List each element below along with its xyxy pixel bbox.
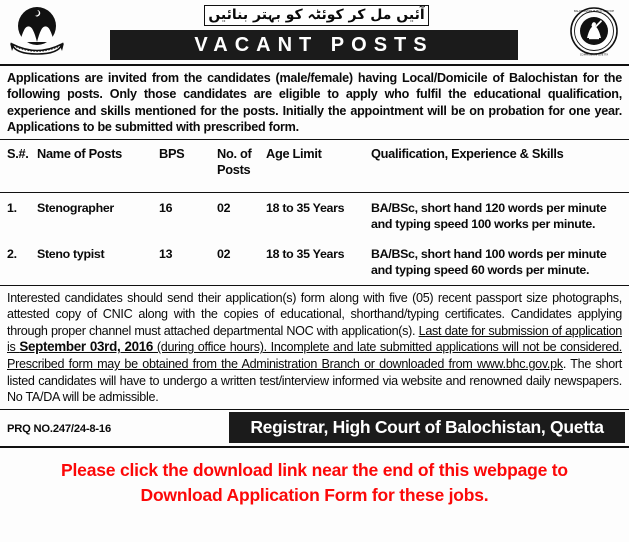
vacant-posts-table: S.#. Name of Posts BPS No. of Posts Age … (0, 140, 629, 286)
cell-age-limit: 18 to 35 Years (266, 200, 345, 215)
column-header-bps: BPS (159, 145, 185, 161)
cell-qualification: BA/BSc, short hand 100 words per minute … (371, 246, 607, 277)
registrar-banner: Registrar, High Court of Balochistan, Qu… (229, 411, 625, 443)
details-text-end: . The short listed candidates will have … (7, 357, 623, 405)
balochistan-public-service-seal-icon: BALOCHISTAN PUBLIC SERVICE COMMISSION QU… (565, 4, 623, 60)
cell-bps: 16 (159, 200, 173, 215)
cell-post-name: Steno typist (37, 246, 105, 261)
cell-no-of-posts: 02 (217, 246, 231, 261)
download-instruction-note: Please click the download link near the … (0, 448, 629, 508)
cell-post-name: Stenographer (37, 200, 114, 215)
intro-text: Applications are invited from the candid… (7, 71, 622, 135)
column-header-name-of-posts: Name of Posts (37, 145, 122, 161)
table-header: S.#. Name of Posts BPS No. of Posts Age … (0, 140, 629, 193)
column-header-no-of-posts: No. of Posts (217, 145, 252, 177)
svg-text:COMMISSION QUETTA: COMMISSION QUETTA (580, 53, 608, 57)
table-row: 2. Steno typist 13 02 18 to 35 Years BA/… (0, 239, 629, 286)
column-header-qualification: Qualification, Experience & Skills (371, 145, 564, 161)
vacant-posts-banner: VACANT POSTS (110, 30, 518, 60)
cell-no-of-posts: 02 (217, 200, 231, 215)
urdu-slogan-box: آئیں مل کر کوئٹہ کو بہتر بنائیں (204, 5, 429, 26)
download-note-line-2: Download Application Form for these jobs… (140, 484, 489, 505)
download-note-line-1: Please click the download link near the … (61, 459, 568, 480)
urdu-slogan-text: آئیں مل کر کوئٹہ کو بہتر بنائیں (208, 7, 425, 23)
column-header-age-limit: Age Limit (266, 145, 322, 161)
cell-serial: 1. (7, 200, 17, 215)
balochistan-government-crest-icon (6, 2, 68, 62)
details-underline-lead: Last date for submission of application … (7, 323, 622, 355)
prq-number: PRQ NO.247/24-8-16 (7, 422, 111, 435)
table-body: 1. Stenographer 16 02 18 to 35 Years BA/… (0, 192, 629, 286)
signature-row: PRQ NO.247/24-8-16 Registrar, High Court… (0, 410, 629, 448)
advertisement-header: آئیں مل کر کوئٹہ کو بہتر بنائیں VACANT P… (0, 0, 629, 66)
table-header-row: S.#. Name of Posts BPS No. of Posts Age … (0, 140, 629, 193)
application-details-paragraph: Interested candidates should send their … (0, 286, 629, 410)
submission-deadline: September 03rd, 2016 (19, 339, 154, 355)
cell-serial: 2. (7, 246, 17, 261)
registrar-title: Registrar, High Court of Balochistan, Qu… (250, 416, 604, 437)
cell-age-limit: 18 to 35 Years (266, 246, 345, 261)
svg-text:BALOCHISTAN PUBLIC SERVICE: BALOCHISTAN PUBLIC SERVICE (574, 9, 614, 13)
table-row: 1. Stenographer 16 02 18 to 35 Years BA/… (0, 192, 629, 239)
website-link[interactable]: www.bhc.gov.pk (476, 357, 563, 371)
column-header-serial: S.#. (7, 145, 29, 161)
intro-paragraph: Applications are invited from the candid… (0, 66, 629, 140)
cell-qualification: BA/BSc, short hand 120 words per minute … (371, 200, 607, 231)
details-text-part1: Interested candidates should send their … (7, 290, 622, 338)
vacant-posts-title: VACANT POSTS (194, 33, 434, 56)
cell-bps: 13 (159, 246, 173, 261)
details-underline-tail: (during office hours). Incomplete and la… (7, 340, 622, 371)
